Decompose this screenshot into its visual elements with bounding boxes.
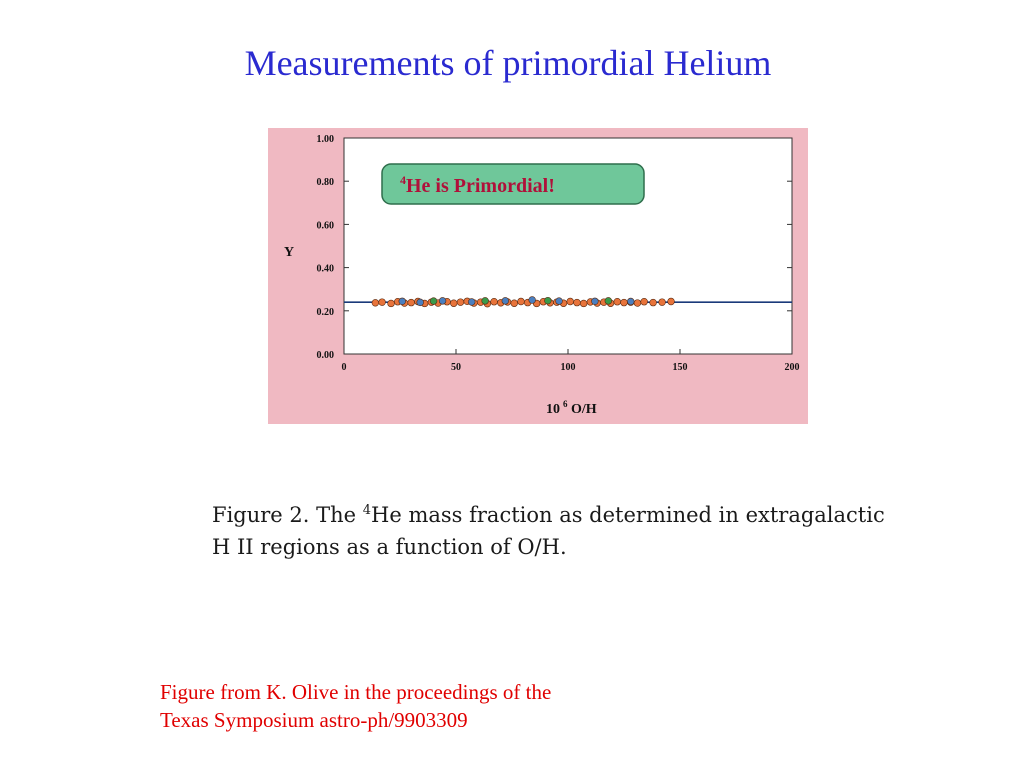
data-point xyxy=(467,298,476,306)
slide-title: Measurements of primordial Helium xyxy=(244,43,772,83)
credit-line-2: Texas Symposium astro-ph/9903309 xyxy=(160,708,468,732)
data-point xyxy=(378,298,386,306)
data-point xyxy=(633,299,642,307)
data-point xyxy=(407,298,415,307)
y-tick-label: 1.00 xyxy=(317,134,335,145)
annotation-sup: 4 xyxy=(400,173,406,187)
x-axis-label: 10 6 O/H xyxy=(546,399,597,417)
data-point xyxy=(517,297,525,306)
data-point xyxy=(387,299,395,308)
data-point xyxy=(573,298,581,307)
data-point xyxy=(510,299,518,307)
data-point xyxy=(613,298,621,306)
data-point xyxy=(450,299,458,307)
y-tick-label: 0.00 xyxy=(317,350,335,361)
y-tick-label: 0.40 xyxy=(317,264,335,275)
data-point xyxy=(627,297,635,306)
caption-part1: Figure 2. The xyxy=(212,503,363,527)
figure-caption: Figure 2. The 4He mass fraction as deter… xyxy=(212,495,892,563)
credit-text: Figure from K. Olive in the proceedings … xyxy=(160,678,760,734)
data-point xyxy=(490,298,498,306)
annotation-text: He is Primordial! xyxy=(406,175,555,197)
data-point xyxy=(640,298,648,306)
data-point xyxy=(429,297,438,305)
data-point xyxy=(555,297,563,305)
y-tick-label: 0.20 xyxy=(317,307,335,318)
data-point xyxy=(501,297,509,305)
x-axis-label-exp: 6 xyxy=(563,399,568,409)
data-point xyxy=(649,298,657,307)
data-point xyxy=(528,296,536,304)
x-axis-label-base: 10 xyxy=(546,402,560,417)
scatter-chart: 0.00 0.20 0.40 0.60 0.80 1.00 0 50 100 150 200 4He… xyxy=(284,134,800,417)
data-point xyxy=(658,298,666,306)
caption-sup: 4 xyxy=(362,503,372,518)
data-point xyxy=(398,297,406,305)
x-axis-label-rest: O/H xyxy=(568,402,597,417)
data-point xyxy=(620,298,628,307)
data-point xyxy=(438,297,447,305)
data-point xyxy=(604,297,613,305)
x-tick-label: 0 xyxy=(342,362,347,373)
svg-text:4He is Primordial!: 4He is Primordial! xyxy=(400,173,555,197)
y-tick-label: 0.80 xyxy=(317,177,335,188)
caption-part2: He mass fraction as determined in extrag… xyxy=(212,503,885,559)
data-point xyxy=(481,297,489,305)
credit-line-1: Figure from K. Olive in the proceedings … xyxy=(160,680,552,704)
data-point xyxy=(544,296,552,305)
y-tick-label: 0.60 xyxy=(317,220,335,231)
data-point xyxy=(566,297,574,306)
data-point xyxy=(371,299,380,307)
x-tick-label: 50 xyxy=(451,362,461,373)
data-point xyxy=(579,299,588,308)
x-tick-label: 200 xyxy=(785,362,800,373)
data-point xyxy=(456,298,465,306)
x-tick-label: 150 xyxy=(673,362,688,373)
chart-panel: 0.00 0.20 0.40 0.60 0.80 1.00 0 50 100 150 200 4He… xyxy=(268,128,808,424)
data-point xyxy=(591,297,599,305)
y-axis-label: Y xyxy=(284,245,294,260)
data-point xyxy=(416,298,424,307)
x-tick-label: 100 xyxy=(561,362,576,373)
data-point xyxy=(667,297,675,306)
annotation-box: 4He is Primordial! xyxy=(381,163,645,205)
